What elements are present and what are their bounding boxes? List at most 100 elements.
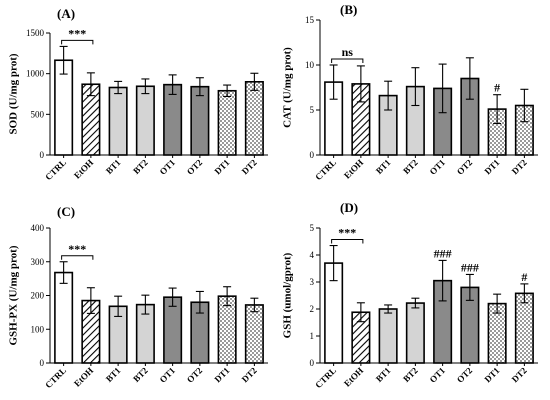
x-tick-label: OT2 [185, 157, 205, 177]
panel-3: (D) GSH (umol/gprot) 0 1 2 3 4 5 CTRL EtOH BT1 BT2 O… [282, 200, 538, 390]
significance-bracket: *** [61, 242, 94, 260]
error-bar [141, 294, 150, 315]
significance-label: *** [68, 242, 86, 256]
error-bar [141, 78, 150, 95]
x-tick-label: BT2 [131, 157, 150, 176]
significance-mark: # [521, 270, 527, 284]
error-bar [86, 72, 95, 97]
bar-ot2 [190, 85, 210, 156]
x-tick-label: CTRL [43, 365, 68, 390]
y-axis-label: SOD (U/mg prot) [8, 53, 20, 134]
x-tick-label: BT1 [104, 365, 123, 384]
significance-mark: ### [461, 260, 479, 274]
panel-0: (A) SOD (U/mg prot) 0 500 1000 1500 CTRL EtOH BT… [8, 6, 268, 182]
bar-bt1 [108, 86, 128, 156]
x-tick-label: CTRL [43, 157, 68, 182]
error-bar [411, 67, 420, 107]
error-bar [168, 74, 177, 95]
error-bar [329, 64, 338, 100]
error-bar [59, 45, 68, 75]
error-bar [384, 304, 393, 314]
y-tick-label: 0 [40, 358, 45, 368]
y-tick-label: 5 [310, 223, 315, 233]
bar-bt2 [135, 85, 155, 156]
bar-dt1 [217, 295, 237, 364]
bar-dt1 [217, 89, 237, 156]
y-tick-label: 0 [40, 150, 45, 160]
y-tick-label: 10 [305, 60, 315, 70]
x-tick-label: BT2 [401, 157, 420, 176]
error-bar [114, 295, 123, 317]
x-tick-label: BT1 [374, 157, 393, 176]
x-tick-label: CTRL [313, 365, 338, 390]
error-bar [86, 287, 95, 314]
x-tick-label: DT2 [240, 157, 259, 176]
bar-dt2 [244, 304, 264, 364]
error-bar [223, 84, 232, 97]
error-bar [250, 72, 259, 91]
significance-label: ns [342, 45, 354, 59]
significance-mark: ### [434, 246, 452, 260]
x-tick-label: EtOH [72, 157, 95, 180]
y-tick-label: 1000 [26, 69, 45, 79]
error-bar [384, 80, 393, 111]
error-bar [59, 261, 68, 284]
y-tick-label: 1500 [26, 28, 45, 38]
significance-bracket: *** [61, 26, 94, 45]
bar-dt2 [514, 292, 534, 364]
error-bar [114, 80, 123, 95]
error-bar [438, 63, 447, 114]
x-tick-label: BT1 [104, 157, 123, 176]
error-bar [520, 283, 529, 304]
error-bar [195, 290, 204, 314]
y-tick-label: 4 [310, 250, 315, 260]
error-bar [356, 302, 365, 323]
panel-title: (A) [57, 6, 75, 21]
x-tick-label: OT1 [428, 365, 448, 385]
panel-title: (D) [340, 200, 358, 215]
x-tick-label: BT2 [401, 365, 420, 384]
significance-label: *** [338, 226, 356, 240]
x-tick-label: OT1 [158, 365, 178, 385]
bar-ot1 [163, 83, 183, 156]
error-bar [493, 94, 502, 125]
bar-bt1 [378, 308, 398, 364]
x-tick-label: OT1 [158, 157, 178, 177]
bar-ctrl [54, 271, 74, 364]
bar-bt2 [405, 302, 425, 364]
y-tick-label: 2 [310, 304, 315, 314]
error-bar [250, 297, 259, 313]
y-tick-label: 15 [305, 15, 315, 25]
y-tick-label: 200 [31, 291, 45, 301]
error-bar [168, 287, 177, 307]
panel-1: (B) CAT (U/mg prot) 0 5 10 15 CTRL EtOH BT1 BT2 OT… [282, 2, 538, 182]
error-bar [329, 245, 338, 282]
error-bar [493, 293, 502, 314]
panel-2: (C) GSH-PX (U/mg prot) 0 100 200 300 400 CTRL Et… [8, 204, 268, 390]
significance-mark: # [494, 81, 500, 95]
x-tick-label: DT1 [212, 365, 231, 384]
y-tick-label: 300 [31, 257, 45, 267]
significance-bracket: *** [331, 226, 364, 244]
error-bar [356, 65, 365, 103]
error-bar [465, 273, 474, 301]
x-tick-label: EtOH [342, 157, 365, 180]
bar-dt2 [244, 81, 264, 156]
error-bar [223, 286, 232, 307]
x-tick-label: DT1 [482, 365, 501, 384]
bar-ot1 [163, 296, 183, 364]
x-tick-label: DT2 [510, 157, 529, 176]
x-tick-label: OT2 [455, 157, 475, 177]
x-tick-label: DT1 [212, 157, 231, 176]
x-tick-label: DT1 [482, 157, 501, 176]
error-bar [438, 259, 447, 302]
error-bar [465, 57, 474, 100]
error-bar [411, 297, 420, 309]
y-tick-label: 5 [310, 105, 315, 115]
panel-title: (B) [340, 2, 357, 17]
error-bar [195, 77, 204, 97]
x-tick-label: OT2 [185, 365, 205, 385]
y-axis-label: GSH (umol/gprot) [282, 252, 294, 338]
y-tick-label: 1 [310, 331, 315, 341]
y-axis-label: CAT (U/mg prot) [282, 47, 294, 128]
